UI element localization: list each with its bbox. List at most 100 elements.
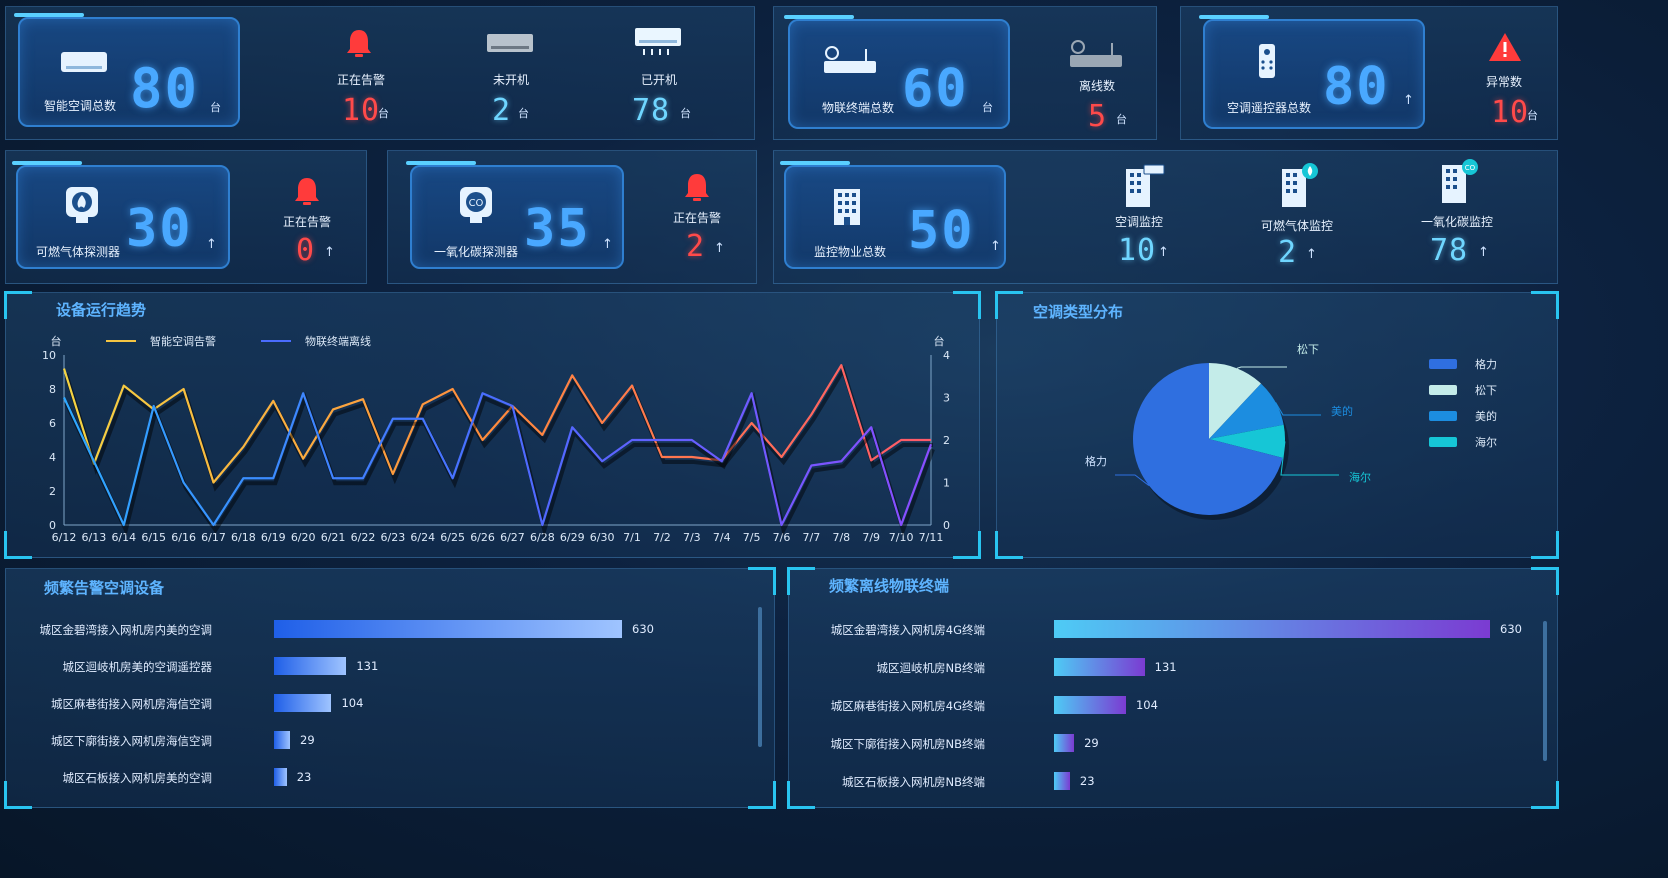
gas-total-value: 30 xyxy=(126,199,193,259)
scrollbar[interactable] xyxy=(758,607,762,747)
co-monitor-label: 一氧化碳监控 xyxy=(1420,215,1493,229)
remote-total-arrow: ↑ xyxy=(1403,93,1414,108)
co-total-value: 35 xyxy=(524,199,591,259)
pie-leader xyxy=(1275,402,1321,416)
iot-offline-label: 离线数 xyxy=(1078,79,1115,93)
x-tick: 6/14 xyxy=(111,531,136,544)
x-tick: 7/3 xyxy=(683,531,701,544)
iot-total-card[interactable]: 物联终端总数 60 台 xyxy=(784,15,1010,129)
pie-slice xyxy=(1209,424,1285,458)
remote-abnormal-unit: 台 xyxy=(1527,109,1538,122)
gas-total-label: 可燃气体探测器 xyxy=(36,245,121,259)
remote-abnormal-value: 10 xyxy=(1491,95,1530,130)
ac-monitor-label: 空调监控 xyxy=(1114,215,1163,229)
bar[interactable] xyxy=(1054,772,1070,790)
legend-swatch xyxy=(1429,437,1457,447)
bar-value: 23 xyxy=(296,770,312,784)
x-tick: 6/28 xyxy=(530,531,555,544)
legend-swatch xyxy=(1429,359,1457,369)
pie-label: 美的 xyxy=(1331,404,1353,418)
co-alarm-label: 正在告警 xyxy=(672,211,721,225)
pie-slice xyxy=(1209,363,1262,439)
x-tick: 7/9 xyxy=(862,531,880,544)
ac-alarm-value: 10 xyxy=(342,93,381,128)
ac-off-icon xyxy=(487,34,533,52)
bar-value: 104 xyxy=(341,696,364,710)
co-total-arrow: ↑ xyxy=(602,237,613,252)
bar-label: 城区迴岐机房NB终端 xyxy=(876,661,986,675)
ac-bars-panel: 频繁告警空调设备 城区金碧湾接入网机房内美的空调 630 城区迴岐机房美的空调遥控器… xyxy=(4,567,776,809)
x-tick: 7/2 xyxy=(653,531,671,544)
co-alarm-arrow: ↑ xyxy=(714,241,725,256)
iot-total-label: 物联终端总数 xyxy=(822,101,895,115)
scrollbar[interactable] xyxy=(1543,621,1547,761)
pie-leader xyxy=(1236,366,1287,369)
bar[interactable] xyxy=(274,768,287,786)
remote-total-card[interactable]: 空调遥控器总数 80 ↑ xyxy=(1199,15,1425,129)
bar-label: 城区石板接入网机房美的空调 xyxy=(62,771,213,785)
ac-on-label: 已开机 xyxy=(640,73,677,87)
bar[interactable] xyxy=(1054,734,1075,752)
x-tick: 6/24 xyxy=(410,531,435,544)
gas-total-card[interactable]: 可燃气体探测器 30 ↑ xyxy=(12,161,230,269)
co-total-card[interactable]: CO 一氧化碳探测器 35 ↑ xyxy=(406,161,624,269)
air-conditioner-icon xyxy=(61,52,107,72)
x-tick: 6/29 xyxy=(560,531,585,544)
bar-value: 29 xyxy=(300,733,315,747)
pie-slice xyxy=(1209,383,1284,439)
router-icon xyxy=(824,46,876,73)
legend-label: 海尔 xyxy=(1475,435,1497,449)
legend-label: 物联终端离线 xyxy=(305,334,371,348)
trend-title: 设备运行趋势 xyxy=(56,301,147,319)
ac-alarm-label: 正在告警 xyxy=(336,73,385,87)
ac-total-card[interactable]: 智能空调总数 80 台 xyxy=(14,13,240,127)
bar-label: 城区迴岐机房美的空调遥控器 xyxy=(62,660,213,674)
remote-total-value: 80 xyxy=(1323,57,1390,117)
building-gas-icon xyxy=(1282,163,1318,207)
bar[interactable] xyxy=(274,694,332,712)
series-shadow xyxy=(64,391,935,538)
x-tick: 6/13 xyxy=(82,531,107,544)
svg-text:CO: CO xyxy=(469,198,484,209)
x-tick: 6/23 xyxy=(381,531,406,544)
iot-offline-unit: 台 xyxy=(1116,113,1127,126)
ac-off-value: 2 xyxy=(492,93,512,128)
x-tick: 6/19 xyxy=(261,531,286,544)
iot-total-value: 60 xyxy=(902,59,969,119)
pie-leader xyxy=(1115,474,1150,486)
bar[interactable] xyxy=(274,657,347,675)
x-tick: 6/16 xyxy=(171,531,196,544)
bar[interactable] xyxy=(1054,658,1145,676)
x-tick: 7/7 xyxy=(803,531,821,544)
x-tick: 7/11 xyxy=(919,531,944,544)
trend-chart[interactable]: 台 台 0 2 4 6 8 10 0 1 2 3 4 6/12 6/13 6/14 6/15 6/16 6/17 6/… xyxy=(6,293,981,559)
pie-title: 空调类型分布 xyxy=(1033,303,1124,321)
bar[interactable] xyxy=(1054,620,1490,638)
property-total-arrow: ↑ xyxy=(990,239,1001,254)
bar[interactable] xyxy=(274,620,622,638)
bar-label: 城区麻巷街接入网机房海信空调 xyxy=(51,697,212,711)
y-tick-right: 4 xyxy=(943,349,950,362)
svg-text:CO: CO xyxy=(1465,164,1476,172)
y-tick-left: 0 xyxy=(49,519,56,532)
gas-alarm-arrow: ↑ xyxy=(324,245,335,260)
iot-bars-panel: 频繁离线物联终端 城区金碧湾接入网机房4G终端 630 城区迴岐机房NB终端 131 城… xyxy=(787,567,1559,809)
y-tick-left: 10 xyxy=(42,349,56,362)
property-total-card[interactable]: 监控物业总数 50 ↑ xyxy=(780,161,1006,269)
trend-panel: 设备运行趋势 台 台 0 2 4 6 8 10 0 1 2 3 4 6/12 6/13 6/14 6/15 6/1… xyxy=(4,291,981,559)
bar[interactable] xyxy=(274,731,291,749)
ac-on-icon xyxy=(635,28,681,55)
alarm-bell-icon xyxy=(295,178,319,205)
gas-summary-panel: 可燃气体探测器 30 ↑ 正在告警 0 ↑ xyxy=(5,150,367,284)
building-co-icon: CO xyxy=(1442,159,1478,203)
x-tick: 6/25 xyxy=(440,531,465,544)
gas-monitor-value: 2 xyxy=(1278,235,1298,270)
ac-on-unit: 台 xyxy=(680,107,691,120)
bar[interactable] xyxy=(1054,696,1126,714)
building-ac-icon xyxy=(1126,164,1165,207)
router-offline-icon xyxy=(1070,40,1122,67)
legend-label: 美的 xyxy=(1475,409,1497,423)
legend-label: 格力 xyxy=(1475,357,1497,371)
x-tick: 6/30 xyxy=(590,531,615,544)
